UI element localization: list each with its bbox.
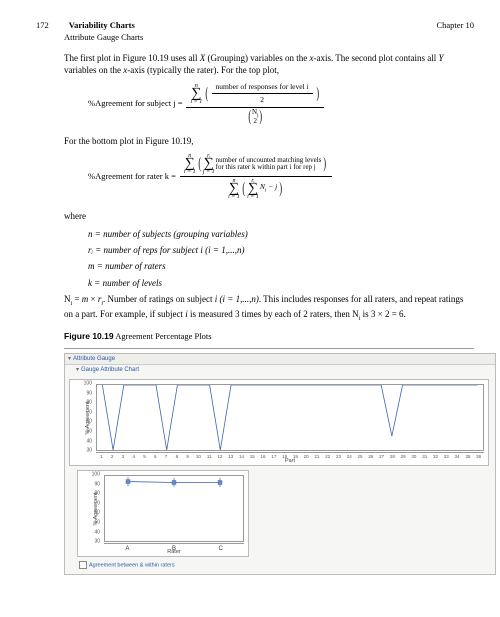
agreement-plot-by-rater: % Agreement 10090807060504030 RaterABC (77, 470, 249, 557)
intro-paragraph: The first plot in Figure 10.19 uses all … (64, 52, 474, 76)
section-toggle-1[interactable]: ▾Attribute Gauge (65, 354, 495, 365)
equation-1: %Agreement for subject j = n∑i = 1 ( num… (88, 82, 474, 125)
equation-2: %Agreement for rater k = n∑i = 1 ( rᵢ∑j … (88, 153, 474, 200)
def-ni: Ni = m × ri. Number of ratings on subjec… (64, 293, 474, 323)
header-chapter: Chapter 10 (436, 20, 474, 30)
figure-caption: Figure 10.19 Agreement Percentage Plots (64, 331, 474, 342)
caption-rule (64, 348, 474, 349)
definitions: n = number of subjects (grouping variabl… (88, 228, 474, 289)
header-subtitle: Attribute Gauge Charts (64, 32, 474, 42)
where-label: where (64, 210, 474, 222)
section-toggle-2[interactable]: ▾Gauge Attribute Chart (73, 365, 495, 375)
page-number: 172 (36, 20, 49, 30)
bottom-intro: For the bottom plot in Figure 10.19, (64, 135, 474, 147)
chart-legend: Agreement between & within raters (79, 561, 495, 570)
chart-container: ▾Attribute Gauge ▾Gauge Attribute Chart … (64, 353, 496, 575)
agreement-plot-by-part: % Agreement 10090807060504030 Part123456… (69, 379, 489, 466)
header-title: Variability Charts (69, 20, 135, 30)
